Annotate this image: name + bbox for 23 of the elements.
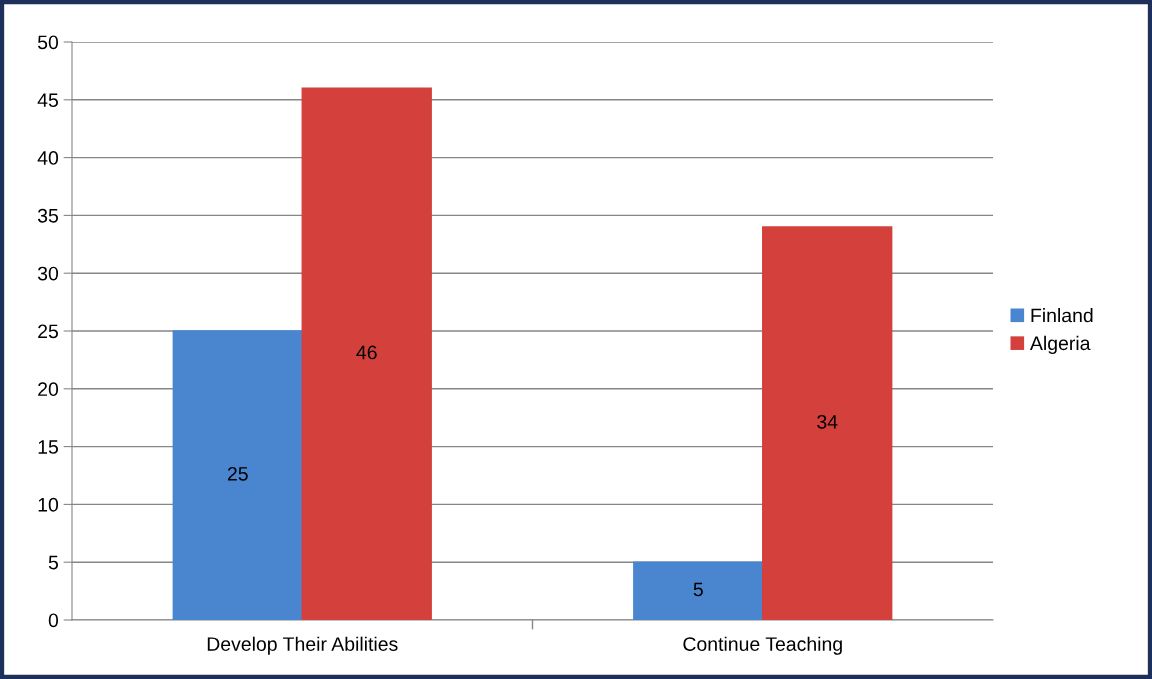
y-tick-label: 10 [38, 497, 59, 512]
y-tick-label: 20 [38, 382, 59, 397]
y-tick-label: 50 [37, 35, 59, 50]
bar [172, 330, 303, 620]
data-label: 5 [693, 582, 703, 597]
y-tick-label: 40 [37, 151, 59, 165]
y-tick-label: 25 [38, 324, 58, 339]
data-label: 34 [817, 414, 838, 429]
x-tick-label: Continue Teaching [683, 636, 842, 655]
data-label: 46 [356, 345, 377, 360]
y-tick-label: 35 [37, 208, 58, 223]
data-label: 25 [227, 466, 248, 481]
x-tick-label: Develop Their Abilities [207, 636, 398, 655]
y-tick-label: 45 [37, 93, 58, 108]
legend-label: Finland [1031, 308, 1093, 323]
y-tick-label: 0 [48, 613, 59, 628]
y-tick-label: 15 [38, 440, 58, 454]
legend-label: Algeria [1029, 335, 1091, 354]
bar [633, 561, 764, 620]
y-tick-label: 5 [48, 555, 58, 570]
bar [762, 226, 893, 620]
bar [301, 87, 432, 620]
y-tick-label: 30 [37, 266, 59, 281]
